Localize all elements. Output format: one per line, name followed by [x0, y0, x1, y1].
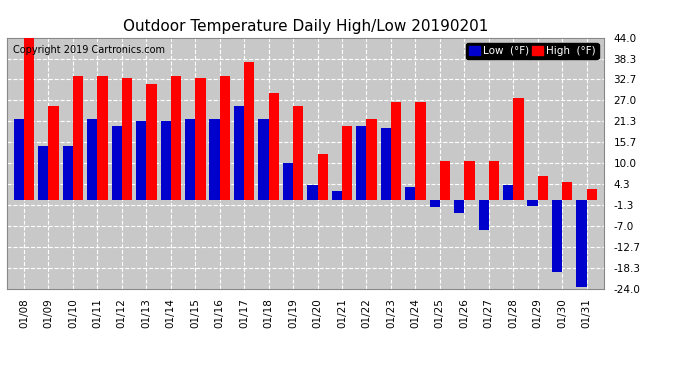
Bar: [317, 154, 328, 200]
Bar: [391, 102, 401, 200]
Bar: [562, 182, 573, 200]
Bar: [586, 189, 597, 200]
Bar: [185, 119, 195, 200]
Bar: [87, 119, 97, 200]
Bar: [146, 84, 157, 200]
Bar: [97, 76, 108, 200]
Bar: [112, 126, 122, 200]
Bar: [332, 191, 342, 200]
Bar: [283, 163, 293, 200]
Title: Outdoor Temperature Daily High/Low 20190201: Outdoor Temperature Daily High/Low 20190…: [123, 18, 488, 33]
Bar: [454, 200, 464, 213]
Bar: [440, 161, 450, 200]
Bar: [268, 93, 279, 200]
Bar: [136, 121, 146, 200]
Bar: [527, 200, 538, 206]
Bar: [489, 161, 499, 200]
Text: Copyright 2019 Cartronics.com: Copyright 2019 Cartronics.com: [13, 45, 165, 55]
Bar: [14, 119, 24, 200]
Bar: [73, 76, 83, 200]
Bar: [356, 126, 366, 200]
Bar: [464, 161, 475, 200]
Bar: [503, 185, 513, 200]
Bar: [63, 147, 73, 200]
Bar: [258, 119, 268, 200]
Bar: [366, 119, 377, 200]
Bar: [576, 200, 586, 287]
Bar: [478, 200, 489, 230]
Bar: [307, 185, 317, 200]
Bar: [342, 126, 353, 200]
Bar: [219, 76, 230, 200]
Bar: [122, 78, 132, 200]
Bar: [415, 102, 426, 200]
Bar: [24, 38, 34, 200]
Bar: [552, 200, 562, 272]
Bar: [405, 187, 415, 200]
Bar: [381, 128, 391, 200]
Bar: [538, 176, 548, 200]
Bar: [171, 76, 181, 200]
Bar: [48, 106, 59, 200]
Bar: [293, 106, 304, 200]
Bar: [161, 121, 171, 200]
Bar: [513, 99, 524, 200]
Bar: [210, 119, 219, 200]
Bar: [244, 62, 255, 200]
Bar: [195, 78, 206, 200]
Legend: Low  (°F), High  (°F): Low (°F), High (°F): [466, 43, 598, 59]
Bar: [234, 106, 244, 200]
Bar: [38, 147, 48, 200]
Bar: [430, 200, 440, 207]
